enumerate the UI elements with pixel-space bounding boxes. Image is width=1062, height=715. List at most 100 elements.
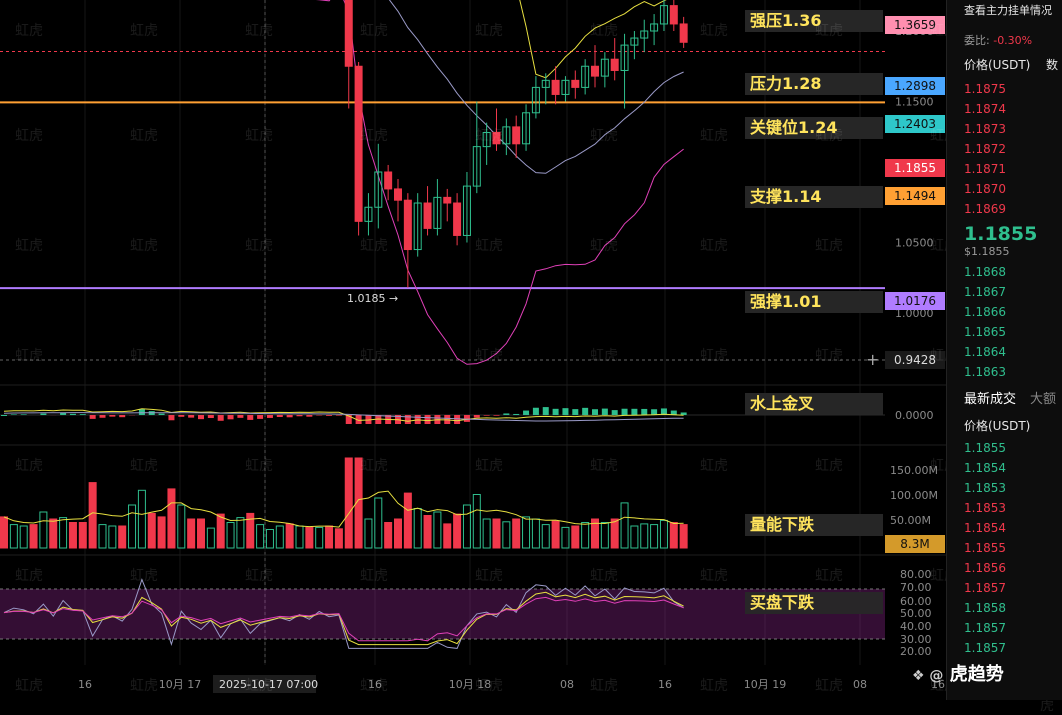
macd-histogram-bar — [60, 413, 66, 415]
macd-histogram-bar — [287, 415, 293, 417]
volume-bar — [641, 524, 648, 548]
ask-row[interactable]: 1.1875 — [947, 79, 1062, 99]
volume-bar — [148, 513, 155, 548]
annotation-resistance: 压力1.28 — [745, 73, 883, 95]
volume-bar — [582, 523, 589, 549]
volume-bar — [119, 526, 126, 548]
x-tick-label: 10月 18 — [449, 678, 492, 691]
macd-histogram-bar — [484, 415, 490, 416]
volume-bar — [483, 519, 490, 548]
volume-bar — [601, 523, 608, 549]
macd-histogram-bar — [543, 407, 549, 415]
candle-body — [404, 200, 411, 249]
ask-row[interactable]: 1.1871 — [947, 159, 1062, 179]
trade-row: 1.1853 — [947, 498, 1062, 518]
candle-body — [670, 6, 677, 24]
volume-bar — [227, 523, 234, 549]
volume-bar — [473, 495, 480, 549]
macd-histogram-bar — [21, 414, 27, 415]
volume-bar — [257, 525, 264, 548]
annotation-strong-support: 强撑1.01 — [745, 291, 883, 313]
tab-latest-trades[interactable]: 最新成交 — [964, 388, 1016, 407]
volume-bar — [385, 523, 392, 549]
ask-row[interactable]: 1.1872 — [947, 139, 1062, 159]
level-label-support: 1.1494 — [885, 187, 945, 205]
annotation-rsi: 买盘下跌 — [745, 592, 883, 614]
volume-bar — [316, 527, 323, 548]
rsi-tick-label: 70.00 — [900, 581, 932, 594]
cursor-price-label: 0.9428 — [885, 351, 945, 369]
x-tick-label: 16 — [658, 678, 672, 691]
macd-histogram-bar — [336, 415, 342, 416]
order-book-link[interactable]: 查看主力挂单情况 — [947, 0, 1062, 18]
volume-bar — [414, 509, 421, 549]
candle-body — [552, 80, 559, 94]
ask-row[interactable]: 1.1873 — [947, 119, 1062, 139]
volume-bar — [138, 490, 145, 548]
volume-bar — [365, 519, 372, 548]
annotation-volume: 量能下跌 — [745, 514, 883, 536]
macd-histogram-bar — [523, 411, 529, 415]
annotation-key-level: 关键位1.24 — [745, 117, 883, 139]
ask-row[interactable]: 1.1869 — [947, 199, 1062, 219]
bid-row[interactable]: 1.1867 — [947, 282, 1062, 302]
bid-row[interactable]: 1.1868 — [947, 262, 1062, 282]
macd-histogram-bar — [572, 409, 578, 415]
bid-row[interactable]: 1.1865 — [947, 322, 1062, 342]
macd-histogram-bar — [592, 409, 598, 415]
macd-histogram-bar — [100, 415, 106, 418]
volume-bar — [296, 526, 303, 548]
candle-body — [572, 80, 579, 87]
macd-histogram-bar — [562, 408, 568, 415]
trade-row: 1.1857 — [947, 638, 1062, 658]
y-tick-label: 1.0500 — [895, 237, 934, 250]
bid-row[interactable]: 1.1866 — [947, 302, 1062, 322]
macd-histogram-bar — [641, 409, 647, 415]
rsi-tick-label: 50.00 — [900, 607, 932, 620]
bid-row[interactable]: 1.1864 — [947, 342, 1062, 362]
candle-body — [454, 203, 461, 235]
volume-bar — [69, 523, 76, 549]
volume-bar — [326, 526, 333, 548]
volume-bar — [631, 526, 638, 548]
book-header-price: 价格(USDT) — [964, 56, 1030, 73]
macd-histogram-bar — [228, 415, 234, 419]
volume-bar — [286, 524, 293, 548]
macd-histogram-bar — [474, 415, 480, 418]
last-price: 1.1855 — [947, 223, 1062, 245]
x-tick-label: 10月 19 — [744, 678, 787, 691]
volume-bar — [513, 519, 520, 548]
ratio-row: 委比: -0.30% — [947, 32, 1062, 48]
volume-bar — [109, 526, 116, 548]
current-price-label: 1.1855 — [885, 159, 945, 177]
ask-row[interactable]: 1.1874 — [947, 99, 1062, 119]
volume-bar — [345, 458, 352, 548]
macd-histogram-bar — [631, 409, 637, 415]
macd-histogram-bar — [139, 409, 145, 415]
macd-histogram-bar — [297, 415, 303, 416]
annotation-support: 支撑1.14 — [745, 186, 883, 208]
crosshair-plus-icon: + — [866, 350, 879, 369]
macd-histogram-bar — [651, 409, 657, 415]
macd-histogram-bar — [454, 415, 460, 424]
volume-bar — [266, 530, 273, 549]
x-tick-label: 16 — [368, 678, 382, 691]
level-label-resistance: 1.2898 — [885, 77, 945, 95]
volume-ma-line — [4, 491, 684, 527]
volume-bar — [660, 520, 667, 548]
brand-badge: ❖ @ 虎趋势 — [912, 660, 1062, 700]
bid-row[interactable]: 1.1863 — [947, 362, 1062, 382]
macd-histogram-bar — [582, 408, 588, 415]
ask-row[interactable]: 1.1870 — [947, 179, 1062, 199]
tab-large-trades[interactable]: 大额 — [1030, 388, 1056, 407]
brand-icon: ❖ @ — [912, 668, 943, 684]
macd-histogram-bar — [326, 415, 332, 416]
trade-row: 1.1856 — [947, 558, 1062, 578]
volume-bar — [168, 489, 175, 548]
candle-body — [424, 203, 431, 228]
volume-bar — [188, 519, 195, 548]
candle-body — [444, 197, 451, 203]
trade-row: 1.1854 — [947, 458, 1062, 478]
